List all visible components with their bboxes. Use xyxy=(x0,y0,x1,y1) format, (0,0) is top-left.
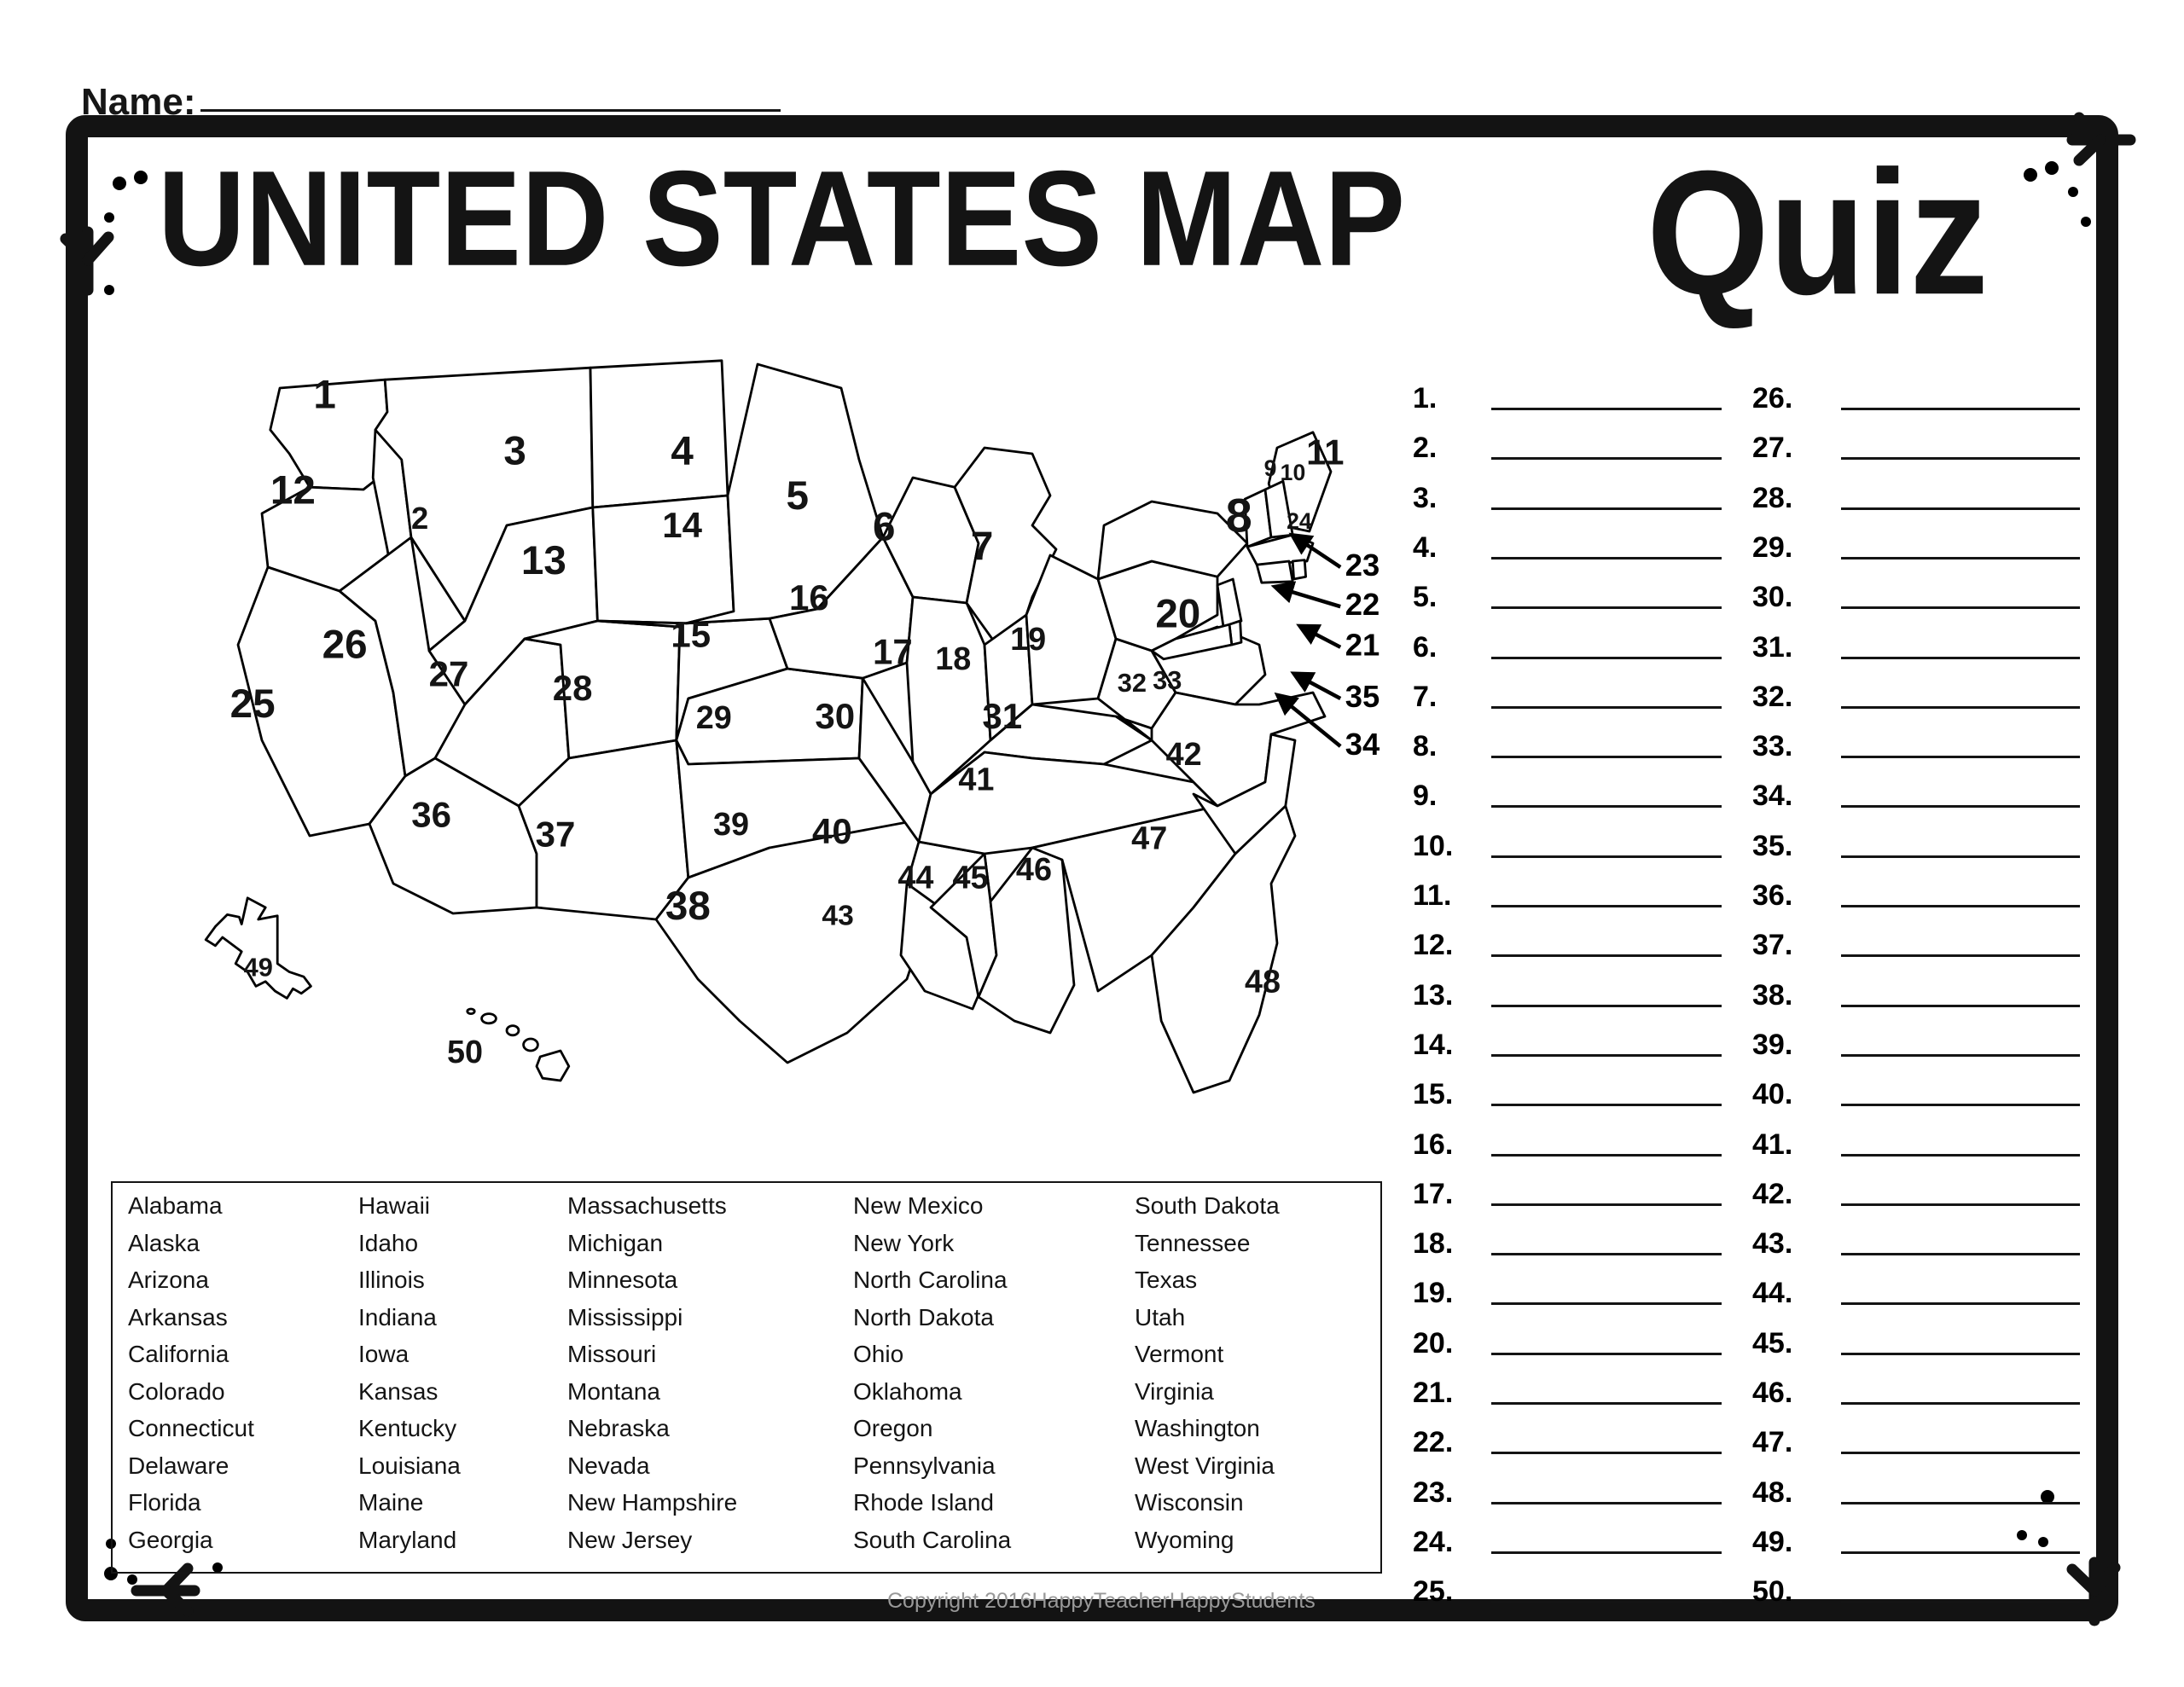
svg-text:20: 20 xyxy=(1155,591,1200,636)
svg-text:44: 44 xyxy=(897,861,933,896)
svg-text:47: 47 xyxy=(1131,821,1167,857)
svg-text:32: 32 xyxy=(1118,668,1147,698)
svg-text:16: 16 xyxy=(789,577,829,617)
svg-text:46: 46 xyxy=(1016,852,1052,888)
svg-text:22: 22 xyxy=(1345,587,1380,622)
svg-text:40: 40 xyxy=(812,811,852,851)
svg-text:31: 31 xyxy=(982,696,1022,736)
svg-text:48: 48 xyxy=(1245,965,1281,1000)
svg-text:21: 21 xyxy=(1345,628,1380,663)
svg-text:8: 8 xyxy=(1226,489,1252,542)
svg-text:18: 18 xyxy=(935,641,971,677)
svg-text:33: 33 xyxy=(1153,665,1182,695)
svg-text:9: 9 xyxy=(1264,455,1277,481)
svg-text:10: 10 xyxy=(1281,460,1306,485)
svg-text:45: 45 xyxy=(952,861,988,896)
svg-text:41: 41 xyxy=(958,762,994,798)
svg-text:42: 42 xyxy=(1166,737,1202,773)
svg-text:5: 5 xyxy=(787,473,809,519)
svg-text:17: 17 xyxy=(873,631,913,671)
svg-text:23: 23 xyxy=(1345,548,1380,583)
svg-text:11: 11 xyxy=(1306,432,1344,472)
svg-text:35: 35 xyxy=(1345,679,1380,714)
svg-text:19: 19 xyxy=(1010,622,1046,658)
svg-text:43: 43 xyxy=(822,901,853,932)
svg-text:34: 34 xyxy=(1345,727,1380,762)
svg-text:24: 24 xyxy=(1287,508,1312,534)
svg-text:6: 6 xyxy=(873,504,895,549)
svg-text:7: 7 xyxy=(971,524,993,569)
svg-text:30: 30 xyxy=(815,696,855,736)
